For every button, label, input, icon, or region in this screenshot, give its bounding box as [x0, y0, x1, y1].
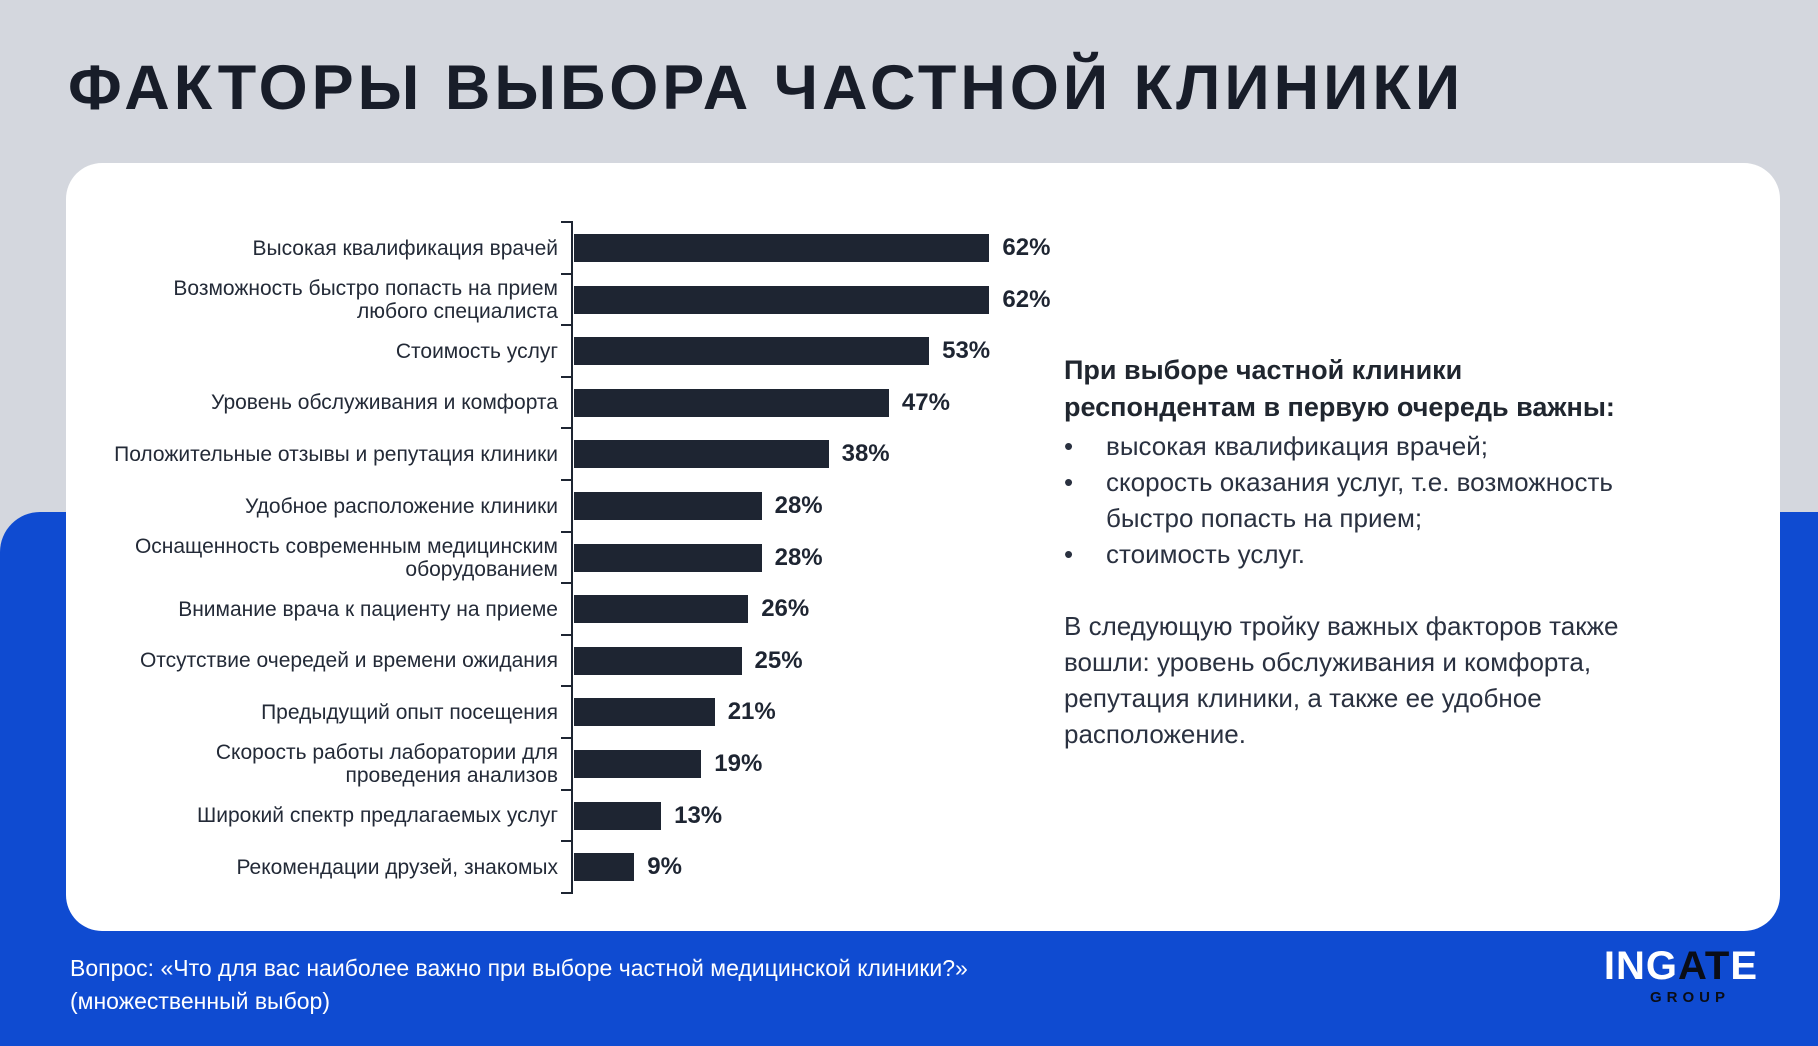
axis-tick — [561, 375, 573, 378]
chart-value-label: 25% — [754, 646, 803, 674]
insight-bullet-text: скорость оказания услуг, т.е. возможност… — [1106, 467, 1613, 533]
chart-bar — [574, 595, 749, 624]
chart-row: Возможность быстро попасть на прием любо… — [103, 274, 1663, 326]
logo-text-part: AT — [1677, 944, 1731, 988]
chart-category-label: Высокая квалификация врачей — [252, 236, 558, 260]
axis-tick — [561, 633, 573, 636]
chart-bar — [574, 285, 990, 314]
insight-bullet-item: • высокая квалификация врачей; — [1064, 428, 1632, 464]
bullet-icon: • — [1064, 467, 1074, 497]
axis-tick — [561, 221, 573, 223]
axis-tick — [561, 582, 573, 585]
axis-tick — [561, 891, 573, 894]
chart-value-label: 47% — [901, 388, 950, 416]
survey-question-line2: (множественный выбор) — [70, 988, 331, 1014]
chart-value-label: 26% — [761, 595, 810, 623]
chart-bar — [574, 853, 635, 882]
logo-text-part: ING — [1603, 944, 1678, 988]
axis-tick — [561, 737, 573, 739]
ingate-logo: INGATE GROUP — [1604, 944, 1758, 1006]
chart-row: Предыдущий опыт посещения 21% — [103, 686, 1663, 738]
ingate-logo-group-label: GROUP — [1649, 989, 1730, 1006]
axis-tick — [561, 479, 573, 481]
insight-bullet-text: высокая квалификация врачей; — [1106, 431, 1488, 461]
chart-category-label: Отсутствие очередей и времени ожидания — [139, 649, 558, 673]
chart-bar — [574, 337, 930, 366]
chart-value-label: 13% — [674, 801, 723, 829]
chart-value-label: 62% — [1002, 285, 1051, 313]
chart-value-label: 21% — [727, 698, 776, 726]
chart-category-label: Скорость работы лаборатории для проведен… — [215, 741, 558, 787]
page-title: ФАКТОРЫ ВЫБОРА ЧАСТНОЙ КЛИНИКИ — [68, 53, 1465, 123]
chart-category-label: Возможность быстро попасть на прием любо… — [173, 276, 558, 323]
axis-tick — [561, 840, 573, 843]
survey-question-line1: Вопрос: «Что для вас наиболее важно при … — [70, 955, 968, 981]
chart-row: Уровень обслуживания и комфорта 47% — [103, 377, 1663, 429]
insight-heading: При выборе частной клиники респондентам … — [1064, 355, 1615, 422]
chart-bar — [574, 750, 702, 778]
insight-block: При выборе частной клиники респондентам … — [1064, 352, 1632, 752]
chart-row: Оснащенность современным медицинским обо… — [103, 532, 1663, 584]
chart-row: Высокая квалификация врачей 62% — [103, 222, 1663, 274]
insight-bullet-text: стоимость услуг. — [1106, 539, 1306, 569]
bullet-icon: • — [1064, 431, 1074, 461]
chart-value-label: 62% — [1002, 234, 1051, 261]
chart-bar — [574, 543, 762, 572]
axis-tick — [561, 272, 573, 275]
chart-value-label: 9% — [647, 853, 682, 881]
axis-tick — [561, 530, 573, 533]
chart-category-label: Оснащенность современным медицинским обо… — [134, 534, 558, 581]
chart-row: Широкий спектр предлагаемых услуг 13% — [103, 790, 1663, 842]
insight-bullet-item: • стоимость услуг. — [1064, 536, 1632, 572]
chart-row: Отсутствие очередей и времени ожидания 25… — [103, 635, 1663, 687]
chart-value-label: 28% — [774, 492, 823, 519]
axis-tick — [561, 788, 573, 791]
chart-category-label: Широкий спектр предлагаемых услуг — [197, 804, 558, 828]
insight-bullet-list: • высокая квалификация врачей; • скорост… — [1064, 428, 1632, 572]
chart-row: Скорость работы лаборатории для проведен… — [103, 738, 1663, 790]
chart-row: Внимание врача к пациенту на приеме 26% — [103, 583, 1663, 635]
chart-category-label: Уровень обслуживания и комфорта — [211, 391, 558, 415]
survey-question: Вопрос: «Что для вас наиболее важно при … — [70, 952, 1270, 1018]
chart-row: Стоимость услуг 53% — [103, 325, 1663, 377]
axis-line — [571, 222, 573, 893]
bullet-icon: • — [1064, 539, 1074, 569]
axis-tick — [561, 324, 573, 327]
logo-text-part: E — [1730, 944, 1758, 988]
chart-row: Положительные отзывы и репутация клиники… — [103, 428, 1663, 480]
chart-category-label: Стоимость услуг — [395, 339, 558, 363]
insight-paragraph: В следующую тройку важных факторов также… — [1064, 611, 1619, 749]
chart-category-label: Рекомендации друзей, знакомых — [236, 855, 558, 879]
chart-bar — [574, 492, 762, 520]
chart-bar — [574, 698, 715, 727]
chart-bar — [574, 440, 829, 469]
chart-category-label: Предыдущий опыт посещения — [261, 700, 558, 724]
ingate-logo-wordmark: INGATE — [1604, 944, 1758, 988]
chart-bar — [574, 234, 990, 262]
chart-bar — [574, 388, 889, 417]
chart-row: Рекомендации друзей, знакомых 9% — [103, 841, 1663, 893]
insight-bullet-item: • скорость оказания услуг, т.е. возможно… — [1064, 464, 1632, 536]
chart-category-label: Внимание врача к пациенту на приеме — [178, 597, 558, 621]
chart-value-label: 28% — [774, 543, 823, 571]
chart-bar — [574, 646, 742, 675]
chart-value-label: 53% — [942, 337, 991, 365]
chart-bar — [574, 801, 662, 830]
axis-tick — [561, 685, 573, 688]
axis-tick — [561, 427, 573, 430]
chart-category-label: Положительные отзывы и репутация клиники — [114, 442, 558, 466]
chart-value-label: 38% — [841, 440, 890, 468]
chart-category-label: Удобное расположение клиники — [244, 494, 558, 518]
chart-row: Удобное расположение клиники 28% — [103, 480, 1663, 532]
chart-value-label: 19% — [714, 750, 763, 777]
